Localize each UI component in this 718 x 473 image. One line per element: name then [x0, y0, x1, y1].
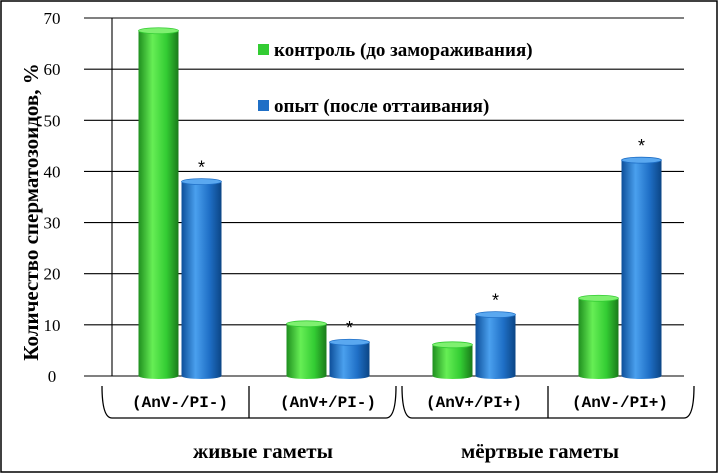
- bar: [181, 178, 222, 379]
- bar-base: [432, 373, 473, 379]
- group-labels: живые гаметы мёртвые гаметы: [101, 385, 695, 463]
- group-label: живые гаметы: [193, 439, 333, 463]
- bar-base: [475, 373, 516, 379]
- y-tick-label: 10: [44, 316, 61, 335]
- legend-swatch-control: [258, 44, 269, 55]
- y-axis-label: Количество сперматозоидов, %: [19, 63, 43, 360]
- legend-swatch-experiment: [258, 100, 269, 111]
- bar-top: [432, 341, 473, 349]
- bar-base: [329, 373, 370, 379]
- significance-marker: *: [492, 291, 499, 311]
- bar-body: [138, 30, 179, 377]
- legend: контроль (до замораживания) опыт (после …: [258, 40, 533, 117]
- bar: [578, 294, 619, 379]
- bar: [475, 311, 516, 379]
- bar-body: [181, 181, 222, 376]
- y-tick-label: 70: [44, 9, 61, 28]
- y-tick-label: 60: [44, 60, 61, 79]
- bar-base: [286, 373, 327, 379]
- legend-label-experiment: опыт (после оттаивания): [274, 96, 489, 117]
- y-tick-label: 0: [48, 367, 57, 386]
- x-tick-label: (AnV-/PI+): [572, 394, 668, 412]
- bar-top: [578, 294, 619, 302]
- y-tick-label: 30: [44, 214, 61, 233]
- bar-base: [578, 373, 619, 379]
- bar-body: [475, 314, 516, 376]
- bar-body: [432, 344, 473, 376]
- bar-body: [286, 323, 327, 376]
- bar: [138, 27, 179, 379]
- y-tick-label: 40: [44, 162, 61, 181]
- bar-body: [578, 298, 619, 376]
- bar: [621, 156, 662, 379]
- y-tick-label: 20: [44, 265, 61, 284]
- bars: [138, 27, 662, 379]
- significance-marker: *: [198, 158, 205, 178]
- y-tick-label: 50: [44, 111, 61, 130]
- x-tick-label: (AnV+/PI-): [280, 394, 376, 412]
- significance-marker: *: [346, 318, 353, 338]
- bar-base: [138, 373, 179, 379]
- bar-top: [286, 320, 327, 328]
- bar-base: [621, 373, 662, 379]
- legend-label-control: контроль (до замораживания): [274, 40, 533, 61]
- bar-body: [621, 160, 662, 376]
- x-tick-label: (AnV+/PI+): [426, 394, 522, 412]
- bar-top: [329, 338, 370, 346]
- bar-body: [329, 342, 370, 376]
- y-tick-labels: 0 10 20 30 40 50 60 70: [44, 9, 61, 386]
- bar-top: [138, 27, 179, 35]
- bar: [432, 341, 473, 379]
- bar-base: [181, 373, 222, 379]
- category-labels: (AnV-/PI-) (AnV+/PI-) (AnV+/PI+) (AnV-/PI+): [132, 394, 668, 412]
- annotations: * * * *: [198, 136, 645, 338]
- x-tick-label: (AnV-/PI-): [132, 394, 228, 412]
- bar-top: [181, 178, 222, 186]
- bar-top: [621, 156, 662, 164]
- bar-top: [475, 311, 516, 319]
- significance-marker: *: [638, 136, 645, 156]
- group-label: мёртвые гаметы: [461, 439, 619, 463]
- bar: [286, 320, 327, 379]
- bar: [329, 338, 370, 379]
